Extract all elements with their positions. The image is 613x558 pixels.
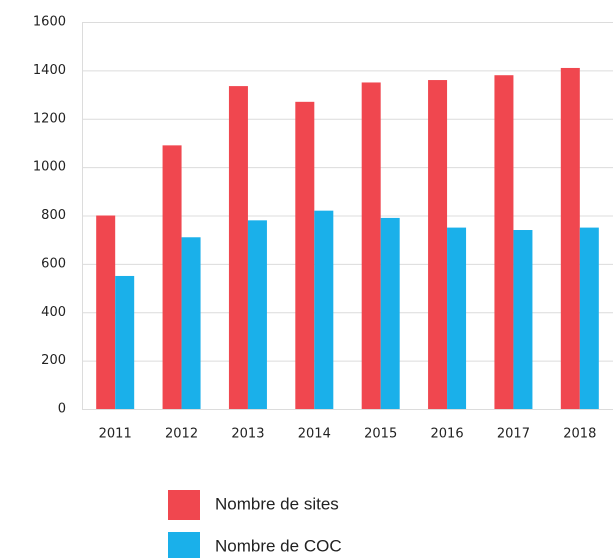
legend-label: Nombre de sites xyxy=(215,494,339,513)
bar xyxy=(228,86,248,410)
legend-swatch xyxy=(168,490,200,520)
x-tick-label: 2013 xyxy=(231,427,264,442)
bar xyxy=(361,82,381,409)
y-tick-label: 1600 xyxy=(33,15,66,30)
y-tick-label: 0 xyxy=(58,402,66,417)
x-tick-label: 2016 xyxy=(431,427,464,442)
bar xyxy=(96,215,116,409)
y-tick-label: 800 xyxy=(41,208,66,223)
x-tick-label: 2017 xyxy=(497,427,530,442)
bar xyxy=(428,80,448,410)
y-tick-label: 1200 xyxy=(33,111,66,126)
bar xyxy=(162,145,182,409)
bar xyxy=(447,227,467,409)
bar xyxy=(295,101,315,409)
bar xyxy=(560,67,580,410)
y-tick-label: 1000 xyxy=(33,160,66,175)
x-tick-label: 2018 xyxy=(563,427,596,442)
y-tick-label: 1400 xyxy=(33,63,66,78)
legend-swatch xyxy=(168,532,200,558)
bar xyxy=(314,210,334,409)
x-tick-label: 2012 xyxy=(165,427,198,442)
y-tick-label: 600 xyxy=(41,256,66,271)
bar xyxy=(380,217,400,409)
x-tick-label: 2014 xyxy=(298,427,331,442)
bar xyxy=(579,227,599,409)
x-tick-label: 2011 xyxy=(99,427,132,442)
y-tick-label: 200 xyxy=(41,353,66,368)
y-tick-label: 400 xyxy=(41,305,66,320)
bar xyxy=(247,220,267,409)
bar xyxy=(513,230,533,409)
legend-label: Nombre de COC xyxy=(215,536,342,555)
bar xyxy=(181,237,201,409)
x-tick-label: 2015 xyxy=(364,427,397,442)
bar xyxy=(115,275,135,409)
bar xyxy=(494,75,514,410)
